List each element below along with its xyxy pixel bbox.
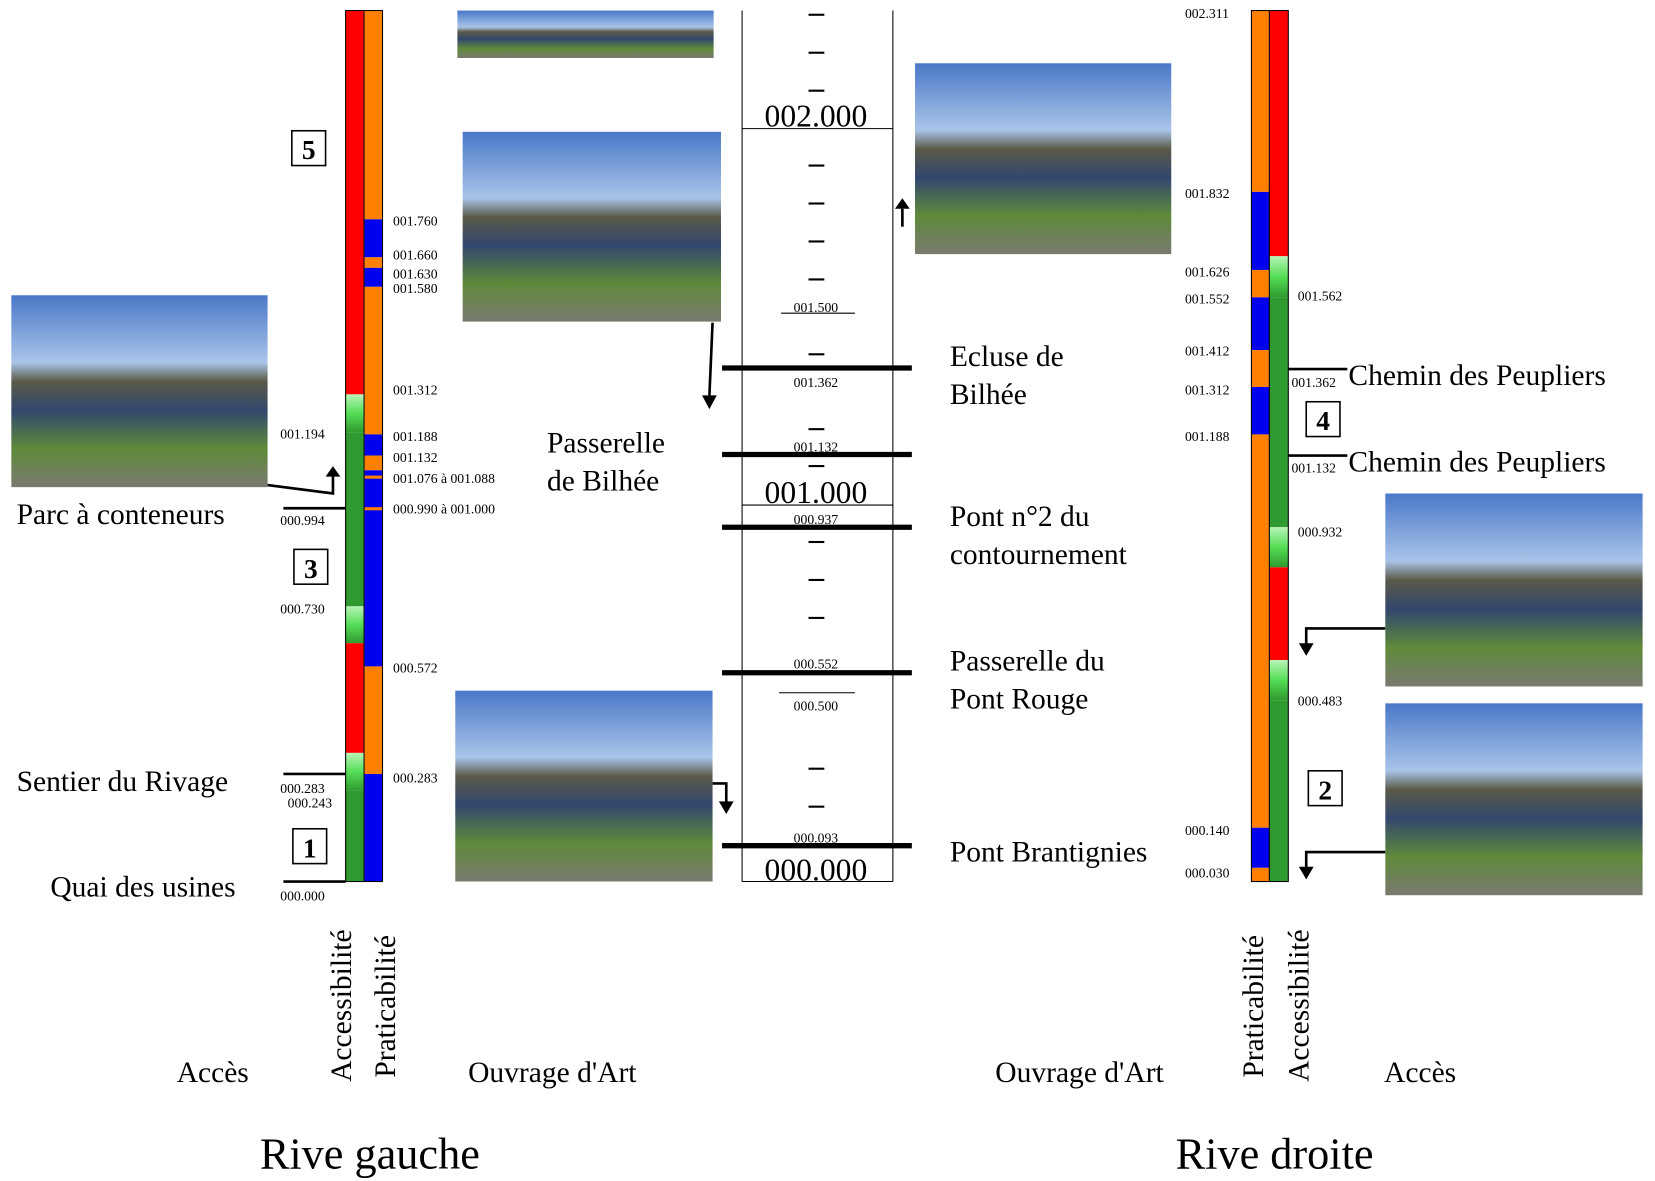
km-label: 000.990 à 001.000 [393,502,495,517]
access-km: 001.362 [1291,375,1336,390]
km-label: 000.572 [393,661,438,676]
scale-km: 000.500 [794,699,839,714]
structure-km: 000.937 [794,512,839,527]
access-name: Chemin des Peupliers [1348,360,1605,392]
km-label: 000.932 [1298,525,1343,540]
column-header: Accès [1384,1057,1456,1089]
km-label: 001.630 [393,266,438,281]
section-number: 5 [302,135,316,165]
column-header: Praticabilité [1238,935,1270,1078]
km-label: 001.188 [1185,429,1230,444]
structure-km: 001.362 [794,375,839,390]
column-header: Accessibilité [326,929,358,1081]
structure-name: Bilhée [950,379,1027,411]
structure-name: Passerelle du [950,646,1105,678]
column-header: Praticabilité [370,935,402,1078]
km-label: 001.760 [393,214,438,229]
access-name: Chemin des Peupliers [1348,446,1605,478]
structure-km: 000.093 [794,831,839,846]
access-name: Sentier du Rivage [17,766,228,798]
section-number: 3 [304,554,318,584]
km-label: 001.580 [393,281,438,296]
bank-title: Rive droite [1176,1129,1374,1178]
km-label: 000.483 [1298,693,1343,708]
km-label: 000.243 [288,796,333,811]
structure-name: Passerelle [547,427,665,459]
access-km: 000.994 [280,513,325,528]
scale-km: 002.000 [765,99,868,134]
structure-km: 000.552 [794,657,839,672]
structure-name: Ecluse de [950,341,1064,373]
structure-name: Pont Brantignies [950,836,1148,868]
km-label: 002.311 [1185,6,1229,21]
km-label: 001.552 [1185,292,1230,307]
structure-name: Pont n°2 du [950,501,1090,533]
structure-name: de Bilhée [547,465,659,497]
km-label: 001.312 [393,382,438,397]
bank-title: Rive gauche [260,1129,480,1178]
km-label: 000.283 [393,770,438,785]
km-label: 000.730 [280,602,325,617]
column-header: Accès [177,1057,249,1089]
access-km: 000.283 [280,781,325,796]
km-label: 001.660 [393,247,438,262]
access-km: 001.132 [1291,460,1336,475]
structure-name: contournement [950,539,1128,571]
km-label: 001.626 [1185,264,1230,279]
km-label: 001.412 [1185,343,1230,358]
section-number: 2 [1318,775,1332,805]
km-label: 000.030 [1185,865,1230,880]
km-label: 001.562 [1298,289,1343,304]
km-label: 001.312 [1185,382,1230,397]
access-km: 000.000 [280,889,325,904]
scale-km: 001.500 [794,300,839,315]
scale-km: 000.000 [765,852,868,887]
column-header: Accessibilité [1283,929,1315,1081]
canal-diagram: Rive gauche Accès Ouvrage d'Art Accessib… [0,0,1655,1181]
column-header: Ouvrage d'Art [468,1057,637,1089]
km-label: 001.188 [393,429,438,444]
structure-name: Pont Rouge [950,684,1089,716]
km-label: 000.140 [1185,823,1230,838]
km-label: 001.194 [280,427,325,442]
access-name: Parc à conteneurs [17,499,225,531]
section-number: 1 [303,833,317,863]
scale-km: 001.000 [765,475,868,510]
column-header: Ouvrage d'Art [995,1057,1164,1089]
km-label: 001.832 [1185,186,1230,201]
section-number: 4 [1316,406,1330,436]
km-label: 001.132 [393,450,438,465]
access-name: Quai des usines [50,871,235,903]
km-label: 001.076 à 001.088 [393,471,495,486]
structure-km: 001.132 [794,439,839,454]
